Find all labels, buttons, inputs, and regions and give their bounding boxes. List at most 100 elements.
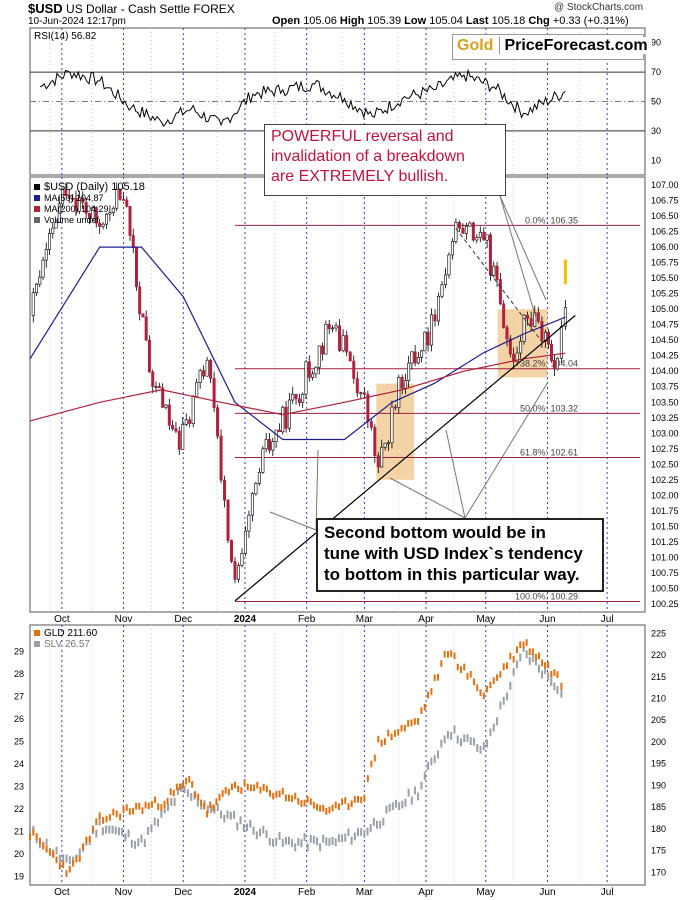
candle-body xyxy=(352,360,356,379)
candle-body xyxy=(134,247,138,288)
slv-y-tick-label: 23 xyxy=(14,782,24,792)
candle-body xyxy=(131,235,135,248)
candle-body xyxy=(380,446,384,468)
candle-body xyxy=(440,284,444,297)
usd-y-tick-label: 105.75 xyxy=(651,258,679,268)
x-tick-label: Nov xyxy=(115,614,133,625)
slv-y-tick-label: 19 xyxy=(14,872,24,882)
candle-body xyxy=(191,396,195,424)
fib-label: 61.8%: 102.61 xyxy=(520,448,578,458)
candle-body xyxy=(563,307,567,327)
candle-body xyxy=(202,370,206,377)
candle-body xyxy=(369,421,373,428)
x-tick-label: Mar xyxy=(356,614,374,625)
latest-price-marker xyxy=(563,259,567,285)
x-tick-label: Jul xyxy=(601,887,614,898)
candle-body xyxy=(164,404,168,408)
usd-y-tick-label: 101.00 xyxy=(651,552,679,562)
low-label: Low xyxy=(404,15,427,27)
candle-body xyxy=(529,318,533,327)
candle-body xyxy=(48,232,52,250)
candle-body xyxy=(61,189,65,205)
slv-y-tick-label: 24 xyxy=(14,759,24,769)
gld-y-tick-label: 215 xyxy=(651,672,666,682)
candle-body xyxy=(88,213,92,220)
rsi-y-tick-label: 70 xyxy=(651,67,661,77)
metals-legend-swatch xyxy=(34,641,40,647)
usd-y-tick-label: 104.75 xyxy=(651,320,679,330)
candle-body xyxy=(274,429,278,442)
candle-body xyxy=(171,425,175,429)
metals-legend-label: GLD 211.60 xyxy=(44,628,98,639)
usd-legend-label: MA(200) 104.29 xyxy=(44,204,109,214)
candle-body xyxy=(348,351,352,362)
candle-body xyxy=(373,427,377,456)
x-tick-label: Feb xyxy=(298,887,316,898)
candle-body xyxy=(219,435,223,481)
logo-gold-text: Gold xyxy=(457,37,494,54)
rsi-line xyxy=(39,68,566,127)
open-label: Open xyxy=(272,15,301,27)
candle-body xyxy=(461,227,465,234)
candle-body xyxy=(44,249,48,261)
candle-body xyxy=(366,393,370,422)
open-value: 105.06 xyxy=(303,15,337,27)
candle-body xyxy=(250,493,254,516)
candle-body xyxy=(167,404,171,426)
candle-body xyxy=(536,312,540,322)
callout-pointer-5 xyxy=(389,477,466,519)
candle-body xyxy=(397,377,401,408)
chg-value: +0.33 (+0.31%) xyxy=(552,15,629,27)
candle-body xyxy=(144,316,148,341)
candle-body xyxy=(31,292,35,316)
high-value: 105.39 xyxy=(367,15,402,27)
callout-pointer-2 xyxy=(499,195,537,319)
candle-body xyxy=(512,353,516,362)
chart-header: $USD US Dollar - Cash Settle FOREX xyxy=(28,1,235,16)
candle-body xyxy=(277,429,281,433)
usd-y-tick-label: 102.25 xyxy=(651,475,679,485)
candle-body xyxy=(407,362,411,381)
x-tick-label: Dec xyxy=(174,887,192,898)
candle-body xyxy=(334,325,338,329)
slv-y-tick-label: 25 xyxy=(14,737,24,747)
candle-body xyxy=(471,222,475,241)
rsi-y-tick-label: 10 xyxy=(651,155,661,165)
candle-body xyxy=(488,234,492,276)
candle-body xyxy=(304,361,308,395)
candle-body xyxy=(447,254,451,276)
candle-body xyxy=(311,373,315,378)
ohlc-readout: Open 105.06 High 105.39 Low 105.04 Last … xyxy=(272,15,629,27)
callout-pointer-6 xyxy=(445,429,466,519)
candle-body xyxy=(91,207,95,220)
candle-body xyxy=(261,448,265,473)
usd-y-tick-label: 105.00 xyxy=(651,304,679,314)
x-tick-label: Oct xyxy=(54,887,70,898)
rsi-y-tick-label: 30 xyxy=(651,126,661,136)
candle-body xyxy=(443,274,447,286)
candle-body xyxy=(212,378,216,408)
reversal-callout-line-1: POWERFUL reversal and xyxy=(271,128,454,145)
candle-body xyxy=(101,223,105,227)
candle-body xyxy=(324,324,328,355)
candle-body xyxy=(51,227,55,234)
candle-body xyxy=(505,327,509,340)
usd-y-tick-label: 102.50 xyxy=(651,459,679,469)
usd-y-tick-label: 105.50 xyxy=(651,273,679,283)
usd-legend-label: $USD (Daily) 105.18 xyxy=(44,181,145,193)
candle-body xyxy=(257,471,261,484)
x-tick-label: Dec xyxy=(174,614,192,625)
gld-y-tick-label: 200 xyxy=(651,737,666,747)
candle-body xyxy=(420,350,424,358)
candle-body xyxy=(549,344,553,361)
x-tick-label: Feb xyxy=(298,614,316,625)
fib-label: 50.0%: 103.32 xyxy=(520,403,578,413)
candle-body xyxy=(71,197,75,200)
candle-body xyxy=(400,377,404,389)
usd-y-tick-label: 101.25 xyxy=(651,537,679,547)
candle-body xyxy=(454,222,458,242)
candle-body xyxy=(433,314,437,322)
usd-y-tick-label: 100.25 xyxy=(651,599,679,609)
candle-body xyxy=(84,202,88,214)
gld-y-tick-label: 190 xyxy=(651,780,666,790)
